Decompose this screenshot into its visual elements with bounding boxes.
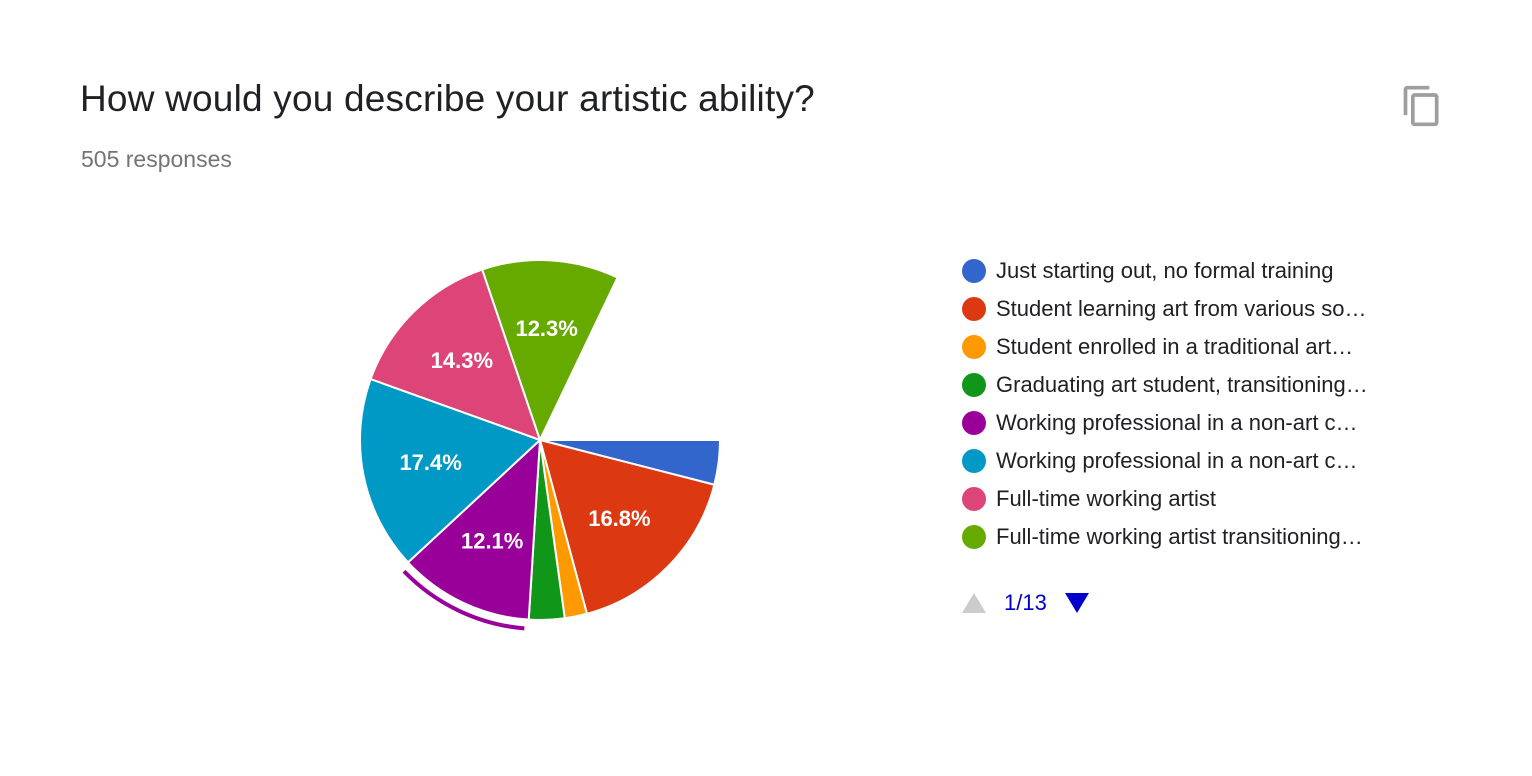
legend-label: Just starting out, no formal training <box>996 258 1334 283</box>
legend-swatch <box>962 449 986 473</box>
legend-label: Student enrolled in a traditional art… <box>996 334 1354 359</box>
legend-label: Working professional in a non-art c… <box>996 410 1358 435</box>
slice-data-label: 17.4% <box>399 450 461 475</box>
legend-label: Working professional in a non-art c… <box>996 448 1358 473</box>
triangle-down-icon[interactable] <box>1063 591 1091 615</box>
legend-label: Graduating art student, transitioning… <box>996 372 1368 397</box>
slice-data-label: 16.8% <box>588 506 650 531</box>
triangle-up-icon[interactable] <box>960 591 988 615</box>
pie-slice[interactable] <box>538 276 722 441</box>
legend-swatch <box>962 373 986 397</box>
legend-swatch <box>962 487 986 511</box>
legend-swatch <box>962 297 986 321</box>
legend-label: Full-time working artist transitioning… <box>996 524 1363 549</box>
legend-item[interactable]: Graduating art student, transitioning… <box>962 366 1368 404</box>
legend-item[interactable]: Full-time working artist transitioning… <box>962 518 1368 556</box>
chart-legend: Just starting out, no formal training Stu… <box>962 252 1368 556</box>
legend-item[interactable]: Student learning art from various so… <box>962 290 1368 328</box>
legend-label: Full-time working artist <box>996 486 1217 511</box>
legend-item[interactable]: Working professional in a non-art c… <box>962 442 1368 480</box>
legend-item[interactable]: Working professional in a non-art c… <box>962 404 1368 442</box>
legend-pager: 1/13 <box>960 590 1091 616</box>
slice-data-label: 14.3% <box>431 348 493 373</box>
chart-title: How would you describe your artistic abi… <box>80 78 815 119</box>
legend-item[interactable]: Full-time working artist <box>962 480 1368 518</box>
legend-item[interactable]: Student enrolled in a traditional art… <box>962 328 1368 366</box>
slice-data-label: 12.1% <box>461 528 523 553</box>
pie-slice[interactable] <box>538 438 716 615</box>
legend-label: Student learning art from various so… <box>996 296 1367 321</box>
response-count: 505 responses <box>81 146 232 172</box>
pie-slice[interactable] <box>359 377 542 564</box>
legend-page-label: 1/13 <box>1004 590 1047 615</box>
slice-highlight-arc <box>402 569 525 631</box>
pie-chart: 16.8% 12.1% 17.4% 14.3% 12.3% <box>340 245 740 645</box>
pie-slice[interactable] <box>369 268 542 442</box>
slice-data-label: 12.3% <box>515 316 577 341</box>
legend-swatch <box>962 335 986 359</box>
pie-slice[interactable] <box>480 259 619 443</box>
legend-swatch <box>962 411 986 435</box>
copy-chart-button[interactable] <box>1400 84 1444 128</box>
pie-slice[interactable] <box>406 437 542 621</box>
legend-item[interactable]: Just starting out, no formal training <box>962 252 1368 290</box>
copy-icon <box>1403 85 1439 127</box>
legend-swatch <box>962 525 986 549</box>
legend-swatch <box>962 259 986 283</box>
